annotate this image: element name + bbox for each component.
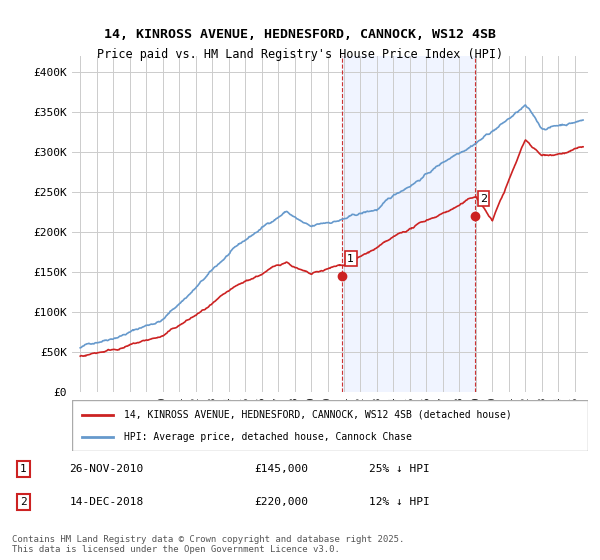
Text: 14, KINROSS AVENUE, HEDNESFORD, CANNOCK, WS12 4SB (detached house): 14, KINROSS AVENUE, HEDNESFORD, CANNOCK,… — [124, 409, 511, 419]
Bar — [343, 56, 475, 392]
Text: 25% ↓ HPI: 25% ↓ HPI — [369, 464, 430, 474]
Text: 1: 1 — [347, 254, 355, 264]
Text: Contains HM Land Registry data © Crown copyright and database right 2025.
This d: Contains HM Land Registry data © Crown c… — [12, 535, 404, 554]
Text: 26-NOV-2010: 26-NOV-2010 — [70, 464, 144, 474]
Text: £145,000: £145,000 — [254, 464, 308, 474]
Text: 14, KINROSS AVENUE, HEDNESFORD, CANNOCK, WS12 4SB: 14, KINROSS AVENUE, HEDNESFORD, CANNOCK,… — [104, 28, 496, 41]
FancyBboxPatch shape — [72, 400, 588, 451]
Text: 2: 2 — [480, 194, 487, 204]
Text: 14-DEC-2018: 14-DEC-2018 — [70, 497, 144, 507]
Text: 12% ↓ HPI: 12% ↓ HPI — [369, 497, 430, 507]
Text: 1: 1 — [20, 464, 27, 474]
Text: 2: 2 — [20, 497, 27, 507]
Text: Price paid vs. HM Land Registry's House Price Index (HPI): Price paid vs. HM Land Registry's House … — [97, 48, 503, 60]
Text: HPI: Average price, detached house, Cannock Chase: HPI: Average price, detached house, Cann… — [124, 432, 412, 442]
Text: £220,000: £220,000 — [254, 497, 308, 507]
